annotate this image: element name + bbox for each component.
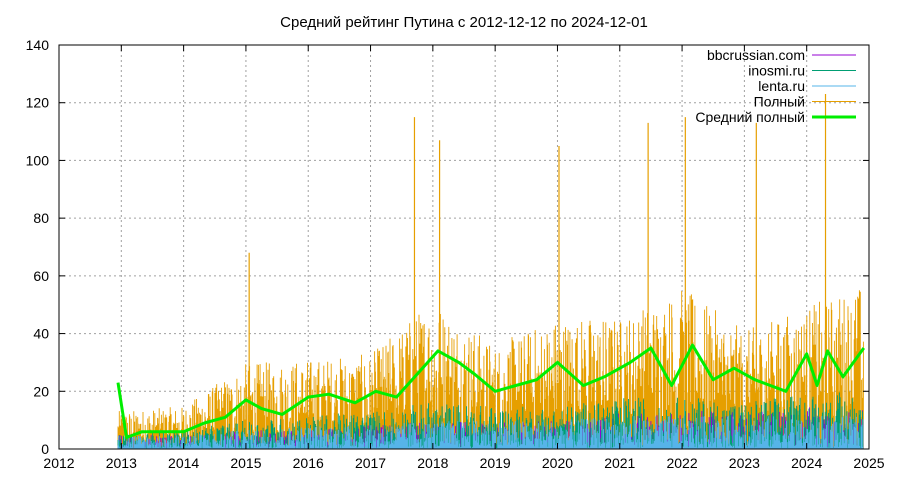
x-tick-label: 2024 (791, 455, 822, 471)
legend-label: bbcrussian.com (707, 47, 805, 63)
legend-label: inosmi.ru (748, 63, 805, 79)
plot-frame (58, 44, 870, 450)
x-tick-label: 2021 (604, 455, 635, 471)
y-tick-label: 20 (33, 383, 49, 399)
y-tick-label: 60 (33, 268, 49, 284)
x-tick-label: 2022 (666, 455, 697, 471)
y-tick-label: 0 (41, 441, 49, 457)
x-tick-label: 2013 (106, 455, 137, 471)
x-tick-label: 2019 (480, 455, 511, 471)
series-spikes (117, 415, 864, 449)
x-tick-label: 2017 (355, 455, 386, 471)
legend-label: lenta.ru (758, 78, 805, 94)
x-tick-label: 2020 (542, 455, 573, 471)
y-axis-ticks: 0 20 40 60 80 100 120 140 (26, 37, 869, 457)
series-average-line (116, 343, 866, 439)
x-tick-label: 2025 (853, 455, 884, 471)
legend: bbcrussian.cominosmi.rulenta.ruПолныйСре… (695, 47, 856, 125)
y-tick-label: 100 (26, 152, 50, 168)
x-tick-label: 2012 (43, 455, 74, 471)
plot-border (58, 44, 870, 450)
y-tick-label: 120 (26, 95, 50, 111)
chart-title: Средний рейтинг Путина с 2012-12-12 по 2… (280, 14, 648, 31)
y-tick-label: 40 (33, 326, 49, 342)
x-axis-ticks: 2012 2013 2014 2015 2016 2017 2018 2019 2020 2021… (43, 45, 885, 471)
y-tick-label: 80 (33, 210, 49, 226)
x-tick-label: 2023 (729, 455, 760, 471)
legend-label: Средний полный (695, 109, 805, 125)
x-tick-label: 2015 (230, 455, 261, 471)
series-lenta-ru (117, 415, 864, 449)
x-tick-label: 2016 (293, 455, 324, 471)
x-tick-label: 2018 (417, 455, 448, 471)
y-tick-label: 140 (26, 37, 50, 53)
x-tick-label: 2014 (168, 455, 199, 471)
legend-label: Полный (754, 94, 805, 110)
series-layer (116, 94, 866, 449)
